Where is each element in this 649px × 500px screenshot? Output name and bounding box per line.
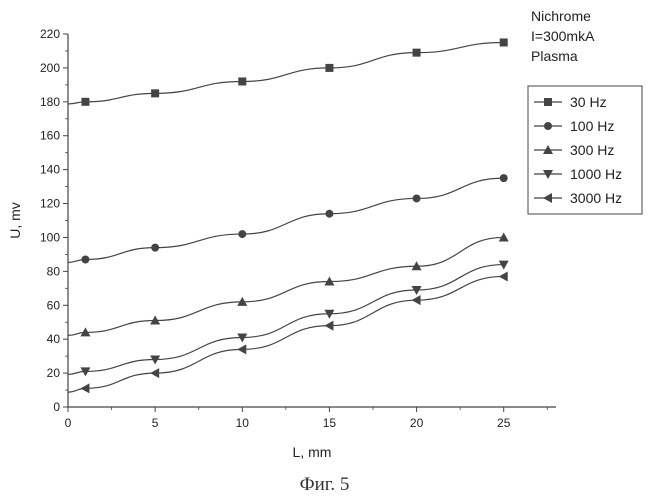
y-tick-label: 0 [53,400,60,414]
series-triangle-down [68,261,509,377]
data-point [500,38,508,46]
data-point [325,64,333,72]
series-triangle-left [68,271,508,393]
series-line [68,178,504,262]
legend-marker [544,98,552,106]
y-tick-label: 200 [40,61,60,75]
data-point [413,194,421,202]
legend-label: 300 Hz [570,142,614,158]
y-tick-label: 80 [47,264,61,278]
y-tick-label: 20 [47,366,61,380]
data-point [413,49,421,57]
data-point [81,98,89,106]
legend: 30 Hz 100 Hz 300 Hz 1000 Hz 3000 Hz [528,86,642,214]
series-line [68,265,504,375]
data-point [237,344,246,354]
x-tick-label: 10 [236,416,250,430]
x-tick-label: 5 [152,416,159,430]
data-point [500,174,508,182]
data-point [238,230,246,238]
annotation-line: I=300mkA [531,28,595,44]
x-tick-label: 15 [323,416,337,430]
series-triangle-up [68,232,509,336]
data-point [412,295,421,305]
series-line [68,42,504,103]
x-tick-label: 0 [65,416,72,430]
series-line [68,237,504,335]
y-tick-label: 140 [40,163,60,177]
data-point [80,383,89,393]
legend-label: 100 Hz [570,118,614,134]
data-point [151,244,159,252]
legend-label: 30 Hz [570,94,607,110]
legend-marker [544,122,552,130]
y-tick-label: 160 [40,129,60,143]
y-tick-label: 180 [40,95,60,109]
data-point [324,321,333,331]
y-tick-label: 100 [40,230,60,244]
annotation-line: Nichrome [531,8,591,24]
x-tick-label: 25 [497,416,511,430]
data-point [81,255,89,263]
y-tick-label: 60 [47,298,61,312]
series-layer [68,38,509,393]
legend-label: 3000 Hz [570,190,622,206]
annotation-line: Plasma [531,48,578,64]
data-point [499,271,508,281]
series-line [68,276,504,392]
series-circle [68,174,508,263]
x-axis-label: L, mm [293,444,332,460]
series-square [68,38,508,105]
data-point [325,210,333,218]
annotation: Nichrome I=300mkA Plasma [531,8,595,64]
y-axis-label: U, mv [7,202,23,239]
y-tick-label: 120 [40,197,60,211]
y-tick-label: 40 [47,332,61,346]
x-tick-label: 20 [410,416,424,430]
line-chart: 0 20 40 60 80 100 120 140 160 180 200 220 0 5 10 15 20 25… [0,0,649,470]
figure-caption: Фиг. 5 [0,474,649,496]
data-point [150,368,159,378]
data-point [238,77,246,85]
y-tick-label: 220 [40,27,60,41]
legend-label: 1000 Hz [570,166,622,182]
data-point [151,89,159,97]
